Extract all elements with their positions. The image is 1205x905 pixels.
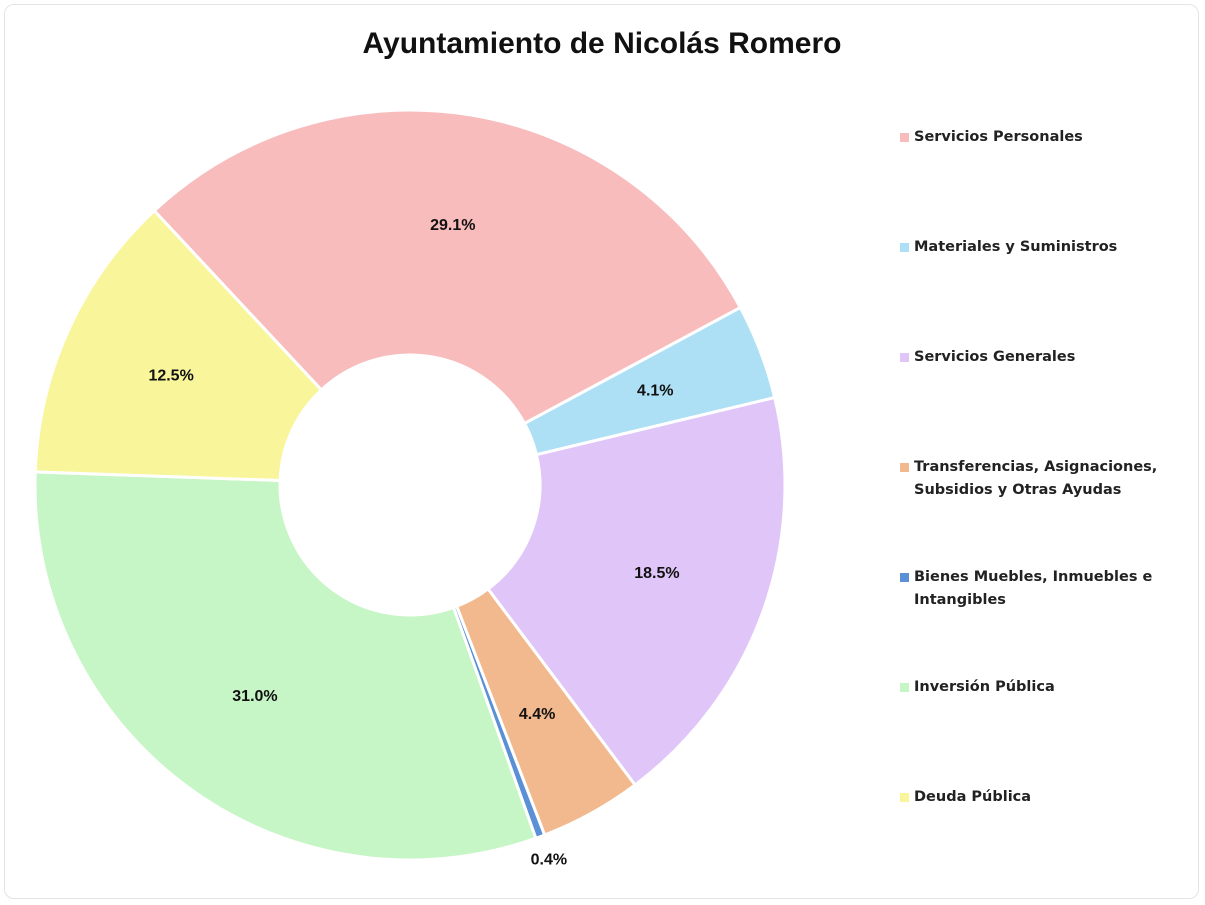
legend: Servicios Personales Materiales y Suminis… [900,126,1190,896]
legend-label: Servicios Personales [914,129,1083,145]
legend-label: Transferencias, Asignaciones, Subsidios … [914,459,1158,498]
data-label: 31.0% [232,688,277,705]
data-label: 4.1% [637,383,673,400]
legend-swatch [900,463,909,472]
chart-card [4,4,1199,899]
legend-swatch [900,243,909,252]
legend-item: Servicios Personales [900,126,1190,236]
legend-label: Servicios Generales [914,349,1076,365]
legend-label: Deuda Pública [914,789,1032,805]
legend-swatch [900,353,909,362]
legend-swatch [900,793,909,802]
legend-item: Transferencias, Asignaciones, Subsidios … [900,456,1190,566]
legend-item: Materiales y Suministros [900,236,1190,346]
chart-title: Ayuntamiento de Nicolás Romero [363,27,842,60]
legend-item: Inversión Pública [900,676,1190,786]
legend-label: Inversión Pública [914,679,1055,695]
data-label: 18.5% [634,565,679,582]
donut-slice [152,108,743,426]
legend-item: Servicios Generales [900,346,1190,456]
donut-slice [485,395,787,788]
data-label: 12.5% [148,367,193,384]
donut-slice [33,470,538,862]
data-label: 29.1% [430,217,475,234]
legend-swatch [900,683,909,692]
data-label: 0.4% [531,851,567,868]
legend-item: Deuda Pública [900,786,1190,896]
legend-label: Bienes Muebles, Inmuebles e Intangibles [914,569,1153,608]
legend-label: Materiales y Suministros [914,239,1118,255]
legend-swatch [900,573,909,582]
donut-slice [33,208,324,483]
legend-item: Bienes Muebles, Inmuebles e Intangibles [900,566,1190,676]
legend-swatch [900,133,909,142]
data-label: 4.4% [519,706,555,723]
